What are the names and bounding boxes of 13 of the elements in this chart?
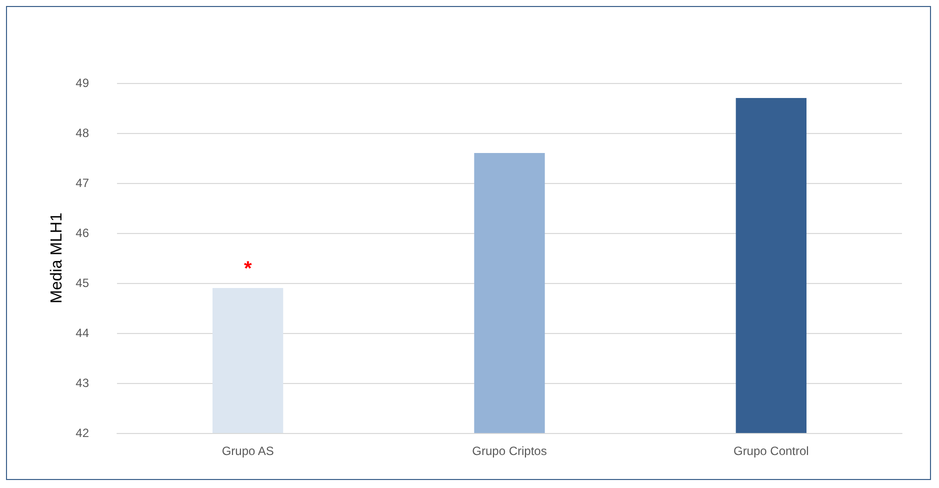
annotation: * xyxy=(244,258,252,280)
x-tick-label: Grupo AS xyxy=(222,444,274,458)
y-tick-label: 49 xyxy=(76,76,90,90)
y-tick-label: 44 xyxy=(76,326,90,340)
y-tick-label: 42 xyxy=(76,426,90,440)
y-tick-label: 43 xyxy=(76,376,90,390)
x-tick-label: Grupo Criptos xyxy=(472,444,547,458)
y-tick-label: 46 xyxy=(76,226,90,240)
y-tick-label: 47 xyxy=(76,176,90,190)
y-tick-label: 48 xyxy=(76,126,90,140)
x-tick-label: Grupo Control xyxy=(733,444,809,458)
y-axis-title: Media MLH1 xyxy=(48,212,66,304)
y-tick-label: 45 xyxy=(76,276,90,290)
